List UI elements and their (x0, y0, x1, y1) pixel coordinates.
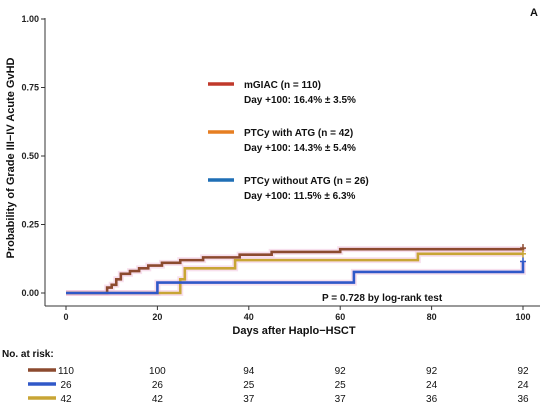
risk-cell: 42 (152, 394, 164, 405)
risk-cell: 26 (152, 380, 164, 391)
risk-cell: 94 (243, 366, 255, 377)
risk-cell: 36 (426, 394, 438, 405)
legend-label-0: mGIAC (n = 110) (244, 80, 321, 91)
risk-cell: 25 (335, 380, 347, 391)
y-tick-label: 1.00 (21, 14, 39, 24)
x-tick-label: 0 (63, 312, 68, 322)
y-tick-label: 0.00 (21, 288, 39, 298)
risk-cell: 26 (60, 380, 72, 391)
risk-cell: 110 (58, 366, 74, 377)
panel-label: A (530, 7, 538, 19)
p-value-annotation: P = 0.728 by log-rank test (322, 293, 443, 304)
y-tick-label: 0.75 (21, 83, 39, 93)
risk-table-title: No. at risk: (2, 349, 54, 360)
confidence-band-2 (66, 261, 526, 296)
x-tick-label: 80 (427, 312, 437, 322)
series-line-2 (66, 261, 525, 295)
series-line-0 (66, 247, 525, 295)
risk-cell: 37 (335, 394, 347, 405)
risk-cell: 37 (243, 394, 255, 405)
x-axis-title: Days after Haplo−HSCT (232, 325, 355, 337)
legend-stat-0: Day +100: 16.4% ± 3.5% (244, 95, 356, 106)
risk-cell: 100 (149, 366, 166, 377)
risk-cell: 36 (517, 394, 529, 405)
risk-cell: 92 (426, 366, 438, 377)
x-tick-label: 100 (515, 312, 530, 322)
series-line-1 (66, 252, 523, 295)
x-tick-label: 60 (335, 312, 345, 322)
risk-cell: 92 (335, 366, 347, 377)
risk-cell: 24 (426, 380, 438, 391)
y-tick-label: 0.25 (21, 220, 39, 230)
risk-cell: 24 (517, 380, 529, 391)
x-tick-label: 40 (244, 312, 254, 322)
legend-stat-2: Day +100: 11.5% ± 6.3% (244, 191, 356, 202)
legend: mGIAC (n = 110) Day +100: 16.4% ± 3.5% PTC… (208, 80, 369, 202)
legend-label-2: PTCy without ATG (n = 26) (244, 176, 369, 187)
y-axis-title: Probability of Grade III−IV Acute GvHD (5, 57, 17, 258)
axes: 0.00 0.25 0.50 0.75 1.00 0 20 40 60 80 100 (21, 14, 540, 322)
risk-cell: 25 (243, 380, 255, 391)
curves (66, 244, 526, 295)
risk-cell: 42 (60, 394, 72, 405)
legend-stat-1: Day +100: 14.3% ± 5.4% (244, 143, 356, 154)
legend-label-1: PTCy with ATG (n = 42) (244, 128, 353, 139)
risk-cell: 92 (517, 366, 529, 377)
y-tick-label: 0.50 (21, 151, 39, 161)
x-tick-label: 20 (152, 312, 162, 322)
risk-table: 110 100 94 92 92 92 26 26 25 25 24 24 42 42 37 37 36 36 (28, 366, 529, 405)
